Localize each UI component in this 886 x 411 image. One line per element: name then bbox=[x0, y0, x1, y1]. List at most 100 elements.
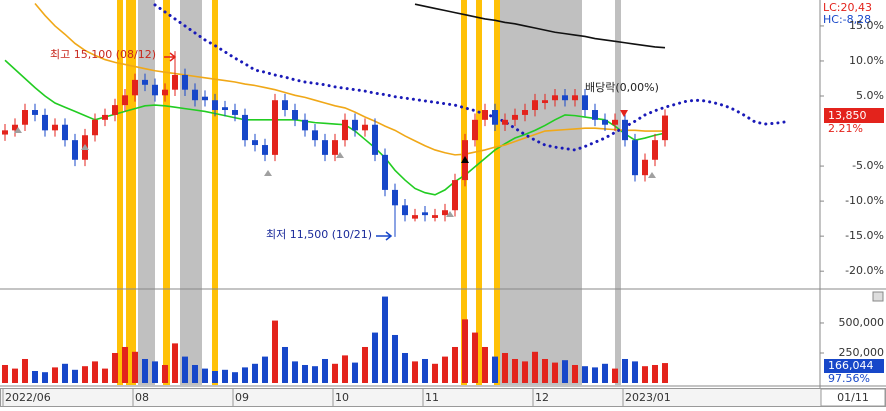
volume-bar bbox=[322, 358, 328, 383]
candle-body bbox=[432, 215, 438, 218]
signal-arrow bbox=[446, 211, 454, 217]
volume-bar bbox=[32, 370, 38, 383]
candle-body bbox=[192, 89, 198, 101]
volume-bar bbox=[252, 363, 258, 383]
candle-body bbox=[282, 100, 288, 111]
volume-bar bbox=[592, 367, 598, 383]
candle-body bbox=[172, 74, 178, 90]
candle-body bbox=[662, 115, 668, 141]
volume-bar bbox=[42, 372, 48, 383]
volume-bar bbox=[292, 361, 298, 383]
candle-body bbox=[212, 100, 218, 111]
candle-body bbox=[382, 154, 388, 190]
volume-bar bbox=[92, 361, 98, 383]
candle-body bbox=[252, 140, 258, 146]
band bbox=[180, 0, 202, 385]
volume-bar bbox=[532, 351, 538, 383]
candle-body bbox=[392, 189, 398, 206]
y-tick-label: 5.0% bbox=[856, 89, 884, 102]
volume-bar bbox=[632, 361, 638, 383]
candle-body bbox=[142, 79, 148, 85]
volume-bar bbox=[462, 319, 468, 383]
signal-bands bbox=[117, 0, 621, 385]
volume-bar bbox=[312, 366, 318, 383]
x-tick-label: 2022/06 bbox=[5, 391, 51, 404]
signal-arrow bbox=[14, 127, 22, 133]
candle-body bbox=[342, 119, 348, 141]
volume-y-tick-label: 500,000 bbox=[839, 316, 885, 329]
volume-bar bbox=[362, 346, 368, 383]
candle-body bbox=[232, 110, 238, 115]
plot-layer bbox=[2, 2, 787, 383]
volume-bar bbox=[392, 334, 398, 383]
signal-arrow bbox=[81, 144, 89, 150]
volume-y-tick-label: 250,000 bbox=[839, 346, 885, 359]
end-date-box bbox=[820, 388, 886, 407]
candle-body bbox=[502, 119, 508, 125]
candle-body bbox=[572, 95, 578, 101]
moving-average bbox=[34, 2, 665, 156]
candle-body bbox=[302, 119, 308, 131]
candle-body bbox=[552, 95, 558, 101]
candle-body bbox=[222, 107, 228, 111]
volume-bar bbox=[342, 355, 348, 383]
high-annotation: 최고 15,100 (08/12) bbox=[50, 48, 156, 61]
low-annotation: 최저 11,500 (10/21) bbox=[266, 228, 372, 241]
volume-bar bbox=[172, 343, 178, 383]
candle-body bbox=[492, 110, 498, 125]
candle-body bbox=[122, 95, 128, 106]
volume-bar bbox=[402, 352, 408, 383]
moving-average bbox=[414, 3, 666, 49]
band bbox=[126, 0, 136, 385]
volume-bar bbox=[152, 361, 158, 383]
candle-body bbox=[422, 212, 428, 216]
candle-body bbox=[582, 95, 588, 111]
y-tick-label: 10.0% bbox=[849, 54, 884, 67]
candle-body bbox=[132, 79, 138, 96]
band bbox=[163, 0, 170, 385]
candle-body bbox=[152, 84, 158, 96]
volume-bar bbox=[662, 363, 668, 383]
volume-bar bbox=[302, 364, 308, 383]
volume-bar bbox=[512, 358, 518, 383]
volume-bar bbox=[572, 364, 578, 383]
band bbox=[500, 0, 582, 385]
candle-body bbox=[362, 124, 368, 131]
volume-bar bbox=[502, 352, 508, 383]
volume-bar bbox=[452, 346, 458, 383]
candle-body bbox=[112, 105, 118, 115]
volume-bar bbox=[482, 346, 488, 383]
candle-body bbox=[372, 124, 378, 155]
candle-body bbox=[72, 140, 78, 160]
candle-body bbox=[12, 124, 18, 131]
volume-bar bbox=[212, 370, 218, 383]
x-tick-label: 09 bbox=[235, 391, 249, 404]
candle-body bbox=[42, 114, 48, 131]
volume-bar bbox=[352, 362, 358, 383]
volume-bar bbox=[472, 332, 478, 383]
volume-last-label: 166,044 bbox=[828, 359, 874, 372]
volume-bar bbox=[12, 368, 18, 383]
candle-body bbox=[262, 145, 268, 155]
x-tick-label: 11 bbox=[425, 391, 439, 404]
volume-box bbox=[824, 359, 884, 373]
candle-body bbox=[652, 140, 658, 160]
panel-button[interactable] bbox=[872, 291, 884, 302]
volume-bar bbox=[22, 358, 28, 383]
volume-bar bbox=[52, 367, 58, 383]
candle-body bbox=[612, 119, 618, 125]
signal-arrow bbox=[336, 152, 344, 158]
candle-body bbox=[32, 110, 38, 115]
candle-body bbox=[292, 110, 298, 120]
candle-body bbox=[332, 140, 338, 155]
candle-body bbox=[472, 119, 478, 141]
volume-bar bbox=[612, 368, 618, 383]
volume-bar bbox=[142, 358, 148, 383]
volume-bar bbox=[642, 366, 648, 383]
volume-bar bbox=[132, 351, 138, 383]
signal-marker bbox=[461, 156, 469, 163]
end-date-label: 01/11 bbox=[837, 391, 869, 404]
volume-bar bbox=[282, 346, 288, 383]
x-tick-label: 10 bbox=[335, 391, 349, 404]
